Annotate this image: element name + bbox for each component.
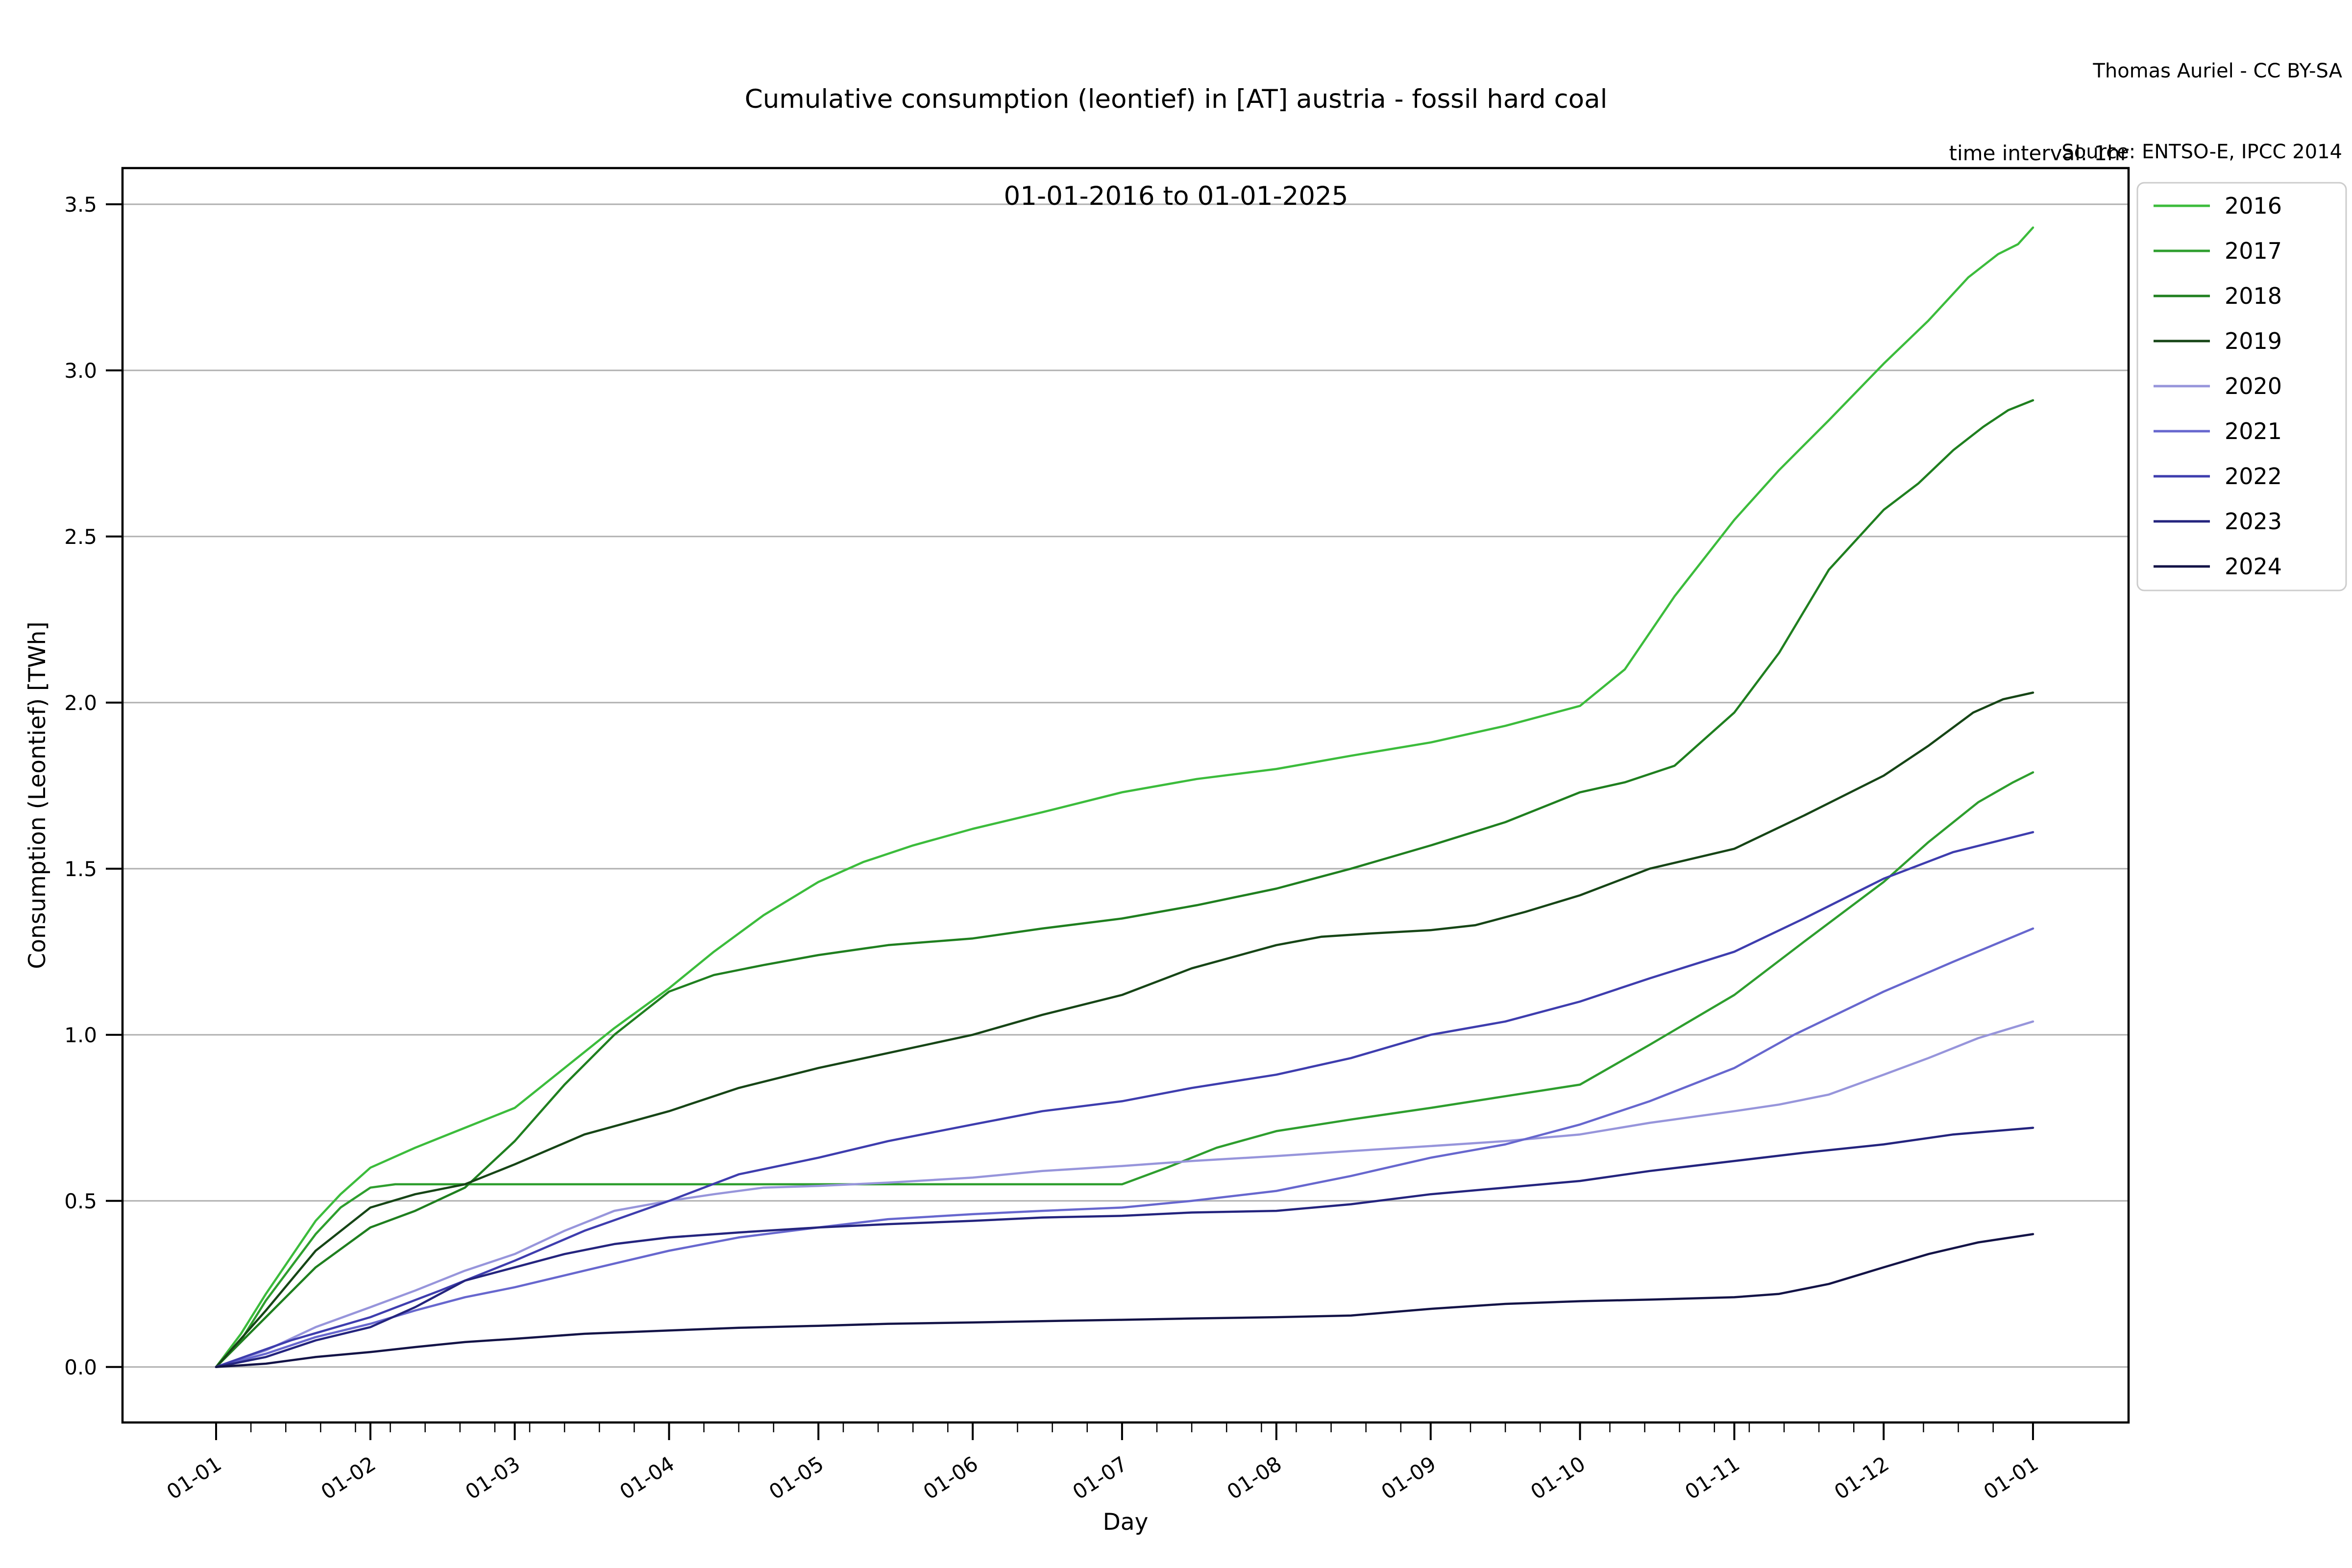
y-tick-label: 1.0	[64, 1023, 97, 1047]
legend-label-2019: 2019	[2225, 328, 2282, 354]
x-tick-label: 01-04	[615, 1451, 679, 1504]
y-tick-label: 0.5	[64, 1189, 97, 1213]
legend-label-2020: 2020	[2225, 373, 2282, 399]
y-tick-label: 3.0	[64, 359, 97, 383]
series-line-2017	[215, 771, 2034, 1369]
x-tick-label: 01-03	[461, 1451, 524, 1504]
y-tick-label: 3.5	[64, 193, 97, 217]
y-tick-label: 0.0	[64, 1355, 97, 1379]
legend-label-2024: 2024	[2225, 553, 2282, 580]
x-tick-label: 01-05	[765, 1451, 828, 1504]
time-interval-note: time interval: 1hr	[1949, 141, 2129, 165]
y-tick-label: 2.0	[64, 691, 97, 715]
x-tick-label: 01-07	[1068, 1451, 1131, 1504]
chart-title-line2: 01-01-2016 to 01-01-2025	[1004, 181, 1348, 211]
legend-box	[2136, 182, 2347, 591]
legend-label-2017: 2017	[2225, 238, 2282, 264]
legend-label-2016: 2016	[2225, 193, 2282, 219]
series-line-2024	[215, 1233, 2034, 1369]
attribution-source: Source: ENTSO-E, IPCC 2014	[2061, 141, 2342, 163]
chart-title: Cumulative consumption (leontief) in [AT…	[0, 19, 2352, 277]
plot-frame	[121, 167, 2130, 1424]
x-tick-label: 01-08	[1223, 1451, 1286, 1504]
legend-label-2018: 2018	[2225, 283, 2282, 309]
attribution: Thomas Auriel - CC BY-SA Source: ENTSO-E…	[2061, 4, 2342, 220]
x-axis-label: Day	[1103, 1509, 1149, 1536]
x-tick-label: 01-10	[1526, 1451, 1590, 1504]
series-line-2022	[215, 831, 2034, 1369]
series-line-2020	[215, 1020, 2034, 1369]
legend-label-2022: 2022	[2225, 463, 2282, 490]
y-tick-label: 1.5	[64, 857, 97, 881]
x-tick-label: 01-09	[1377, 1451, 1440, 1504]
legend-label-2023: 2023	[2225, 508, 2282, 535]
legend-label-2021: 2021	[2225, 418, 2282, 444]
x-tick-label: 01-11	[1681, 1451, 1744, 1504]
x-tick-label: 01-06	[919, 1451, 982, 1504]
series-line-2021	[215, 927, 2034, 1369]
x-tick-label: 01-01	[162, 1451, 225, 1504]
x-tick-label: 01-12	[1830, 1451, 1893, 1504]
x-tick-label: 01-02	[317, 1451, 380, 1504]
series-line-2023	[215, 1127, 2034, 1369]
series-line-2016	[215, 226, 2034, 1369]
series-line-2019	[215, 691, 2034, 1369]
x-tick-label: 01-01	[1979, 1451, 2042, 1504]
y-tick-label: 2.5	[64, 525, 97, 549]
series-line-2018	[215, 399, 2034, 1369]
chart-title-line1: Cumulative consumption (leontief) in [AT…	[744, 84, 1608, 114]
y-axis-label: Consumption (Leontief) [TWh]	[24, 621, 51, 969]
attribution-author: Thomas Auriel - CC BY-SA	[2093, 60, 2342, 82]
